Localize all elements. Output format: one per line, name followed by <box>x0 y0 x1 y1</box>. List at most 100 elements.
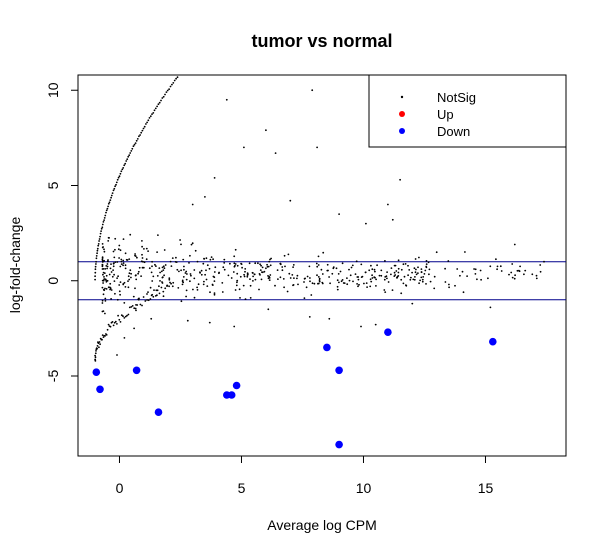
notsig-point <box>130 306 133 308</box>
notsig-point <box>415 268 417 271</box>
notsig-point <box>142 127 145 130</box>
notsig-point <box>282 278 285 280</box>
notsig-point <box>120 314 123 317</box>
notsig-point <box>421 278 424 281</box>
notsig-point <box>134 253 137 255</box>
notsig-point <box>107 240 110 242</box>
notsig-point <box>543 260 545 263</box>
notsig-point <box>523 273 525 276</box>
notsig-point <box>112 189 115 192</box>
notsig-point <box>407 264 409 267</box>
notsig-point <box>118 175 121 178</box>
notsig-point <box>94 275 96 278</box>
notsig-point <box>279 262 282 265</box>
notsig-point <box>96 347 98 350</box>
notsig-point <box>480 278 482 281</box>
notsig-point <box>500 270 503 272</box>
notsig-point <box>422 276 425 278</box>
notsig-point <box>172 281 175 284</box>
notsig-point <box>466 275 468 277</box>
notsig-point <box>115 181 118 184</box>
notsig-point <box>151 260 154 263</box>
notsig-point <box>258 288 260 291</box>
notsig-point <box>142 266 145 269</box>
notsig-point <box>156 105 159 108</box>
notsig-point <box>176 268 179 271</box>
notsig-point <box>210 256 213 258</box>
notsig-point <box>358 283 360 286</box>
notsig-point <box>185 278 188 281</box>
notsig-point <box>369 285 372 288</box>
notsig-point <box>124 162 127 165</box>
notsig-point <box>172 82 175 84</box>
x-axis-label: Average log CPM <box>267 517 376 533</box>
notsig-point <box>370 280 373 283</box>
notsig-point <box>143 248 145 250</box>
notsig-point <box>98 238 101 240</box>
notsig-point <box>181 279 184 282</box>
notsig-point <box>164 264 167 266</box>
notsig-point <box>218 272 220 275</box>
notsig-point <box>105 274 108 277</box>
notsig-point <box>305 286 308 289</box>
notsig-point <box>276 269 279 271</box>
notsig-point <box>248 262 251 265</box>
notsig-point <box>336 285 339 288</box>
notsig-point <box>461 270 464 273</box>
notsig-point <box>357 285 359 288</box>
notsig-point <box>408 269 411 271</box>
notsig-point <box>386 277 388 280</box>
notsig-point <box>202 283 205 286</box>
notsig-point <box>103 250 106 253</box>
notsig-point <box>234 289 237 291</box>
notsig-point <box>239 297 241 299</box>
notsig-point <box>257 262 259 265</box>
notsig-point <box>99 232 102 235</box>
down-point <box>384 328 392 337</box>
notsig-point <box>206 264 209 267</box>
notsig-point <box>269 264 272 267</box>
notsig-point <box>147 119 150 122</box>
legend-marker-down <box>399 128 405 134</box>
notsig-point <box>102 221 105 223</box>
notsig-point <box>396 276 398 279</box>
notsig-point <box>109 287 112 290</box>
notsig-point <box>364 271 367 274</box>
notsig-point <box>134 287 136 290</box>
notsig-point <box>147 291 149 293</box>
notsig-point <box>352 280 354 283</box>
notsig-point <box>279 276 282 279</box>
notsig-point <box>105 280 108 283</box>
notsig-point <box>112 269 114 271</box>
notsig-point <box>390 267 393 269</box>
notsig-point <box>138 135 140 138</box>
down-points <box>92 328 497 449</box>
notsig-point <box>166 285 168 287</box>
notsig-point <box>386 271 388 273</box>
notsig-point <box>182 258 185 261</box>
notsig-point <box>508 273 510 276</box>
notsig-point <box>108 237 110 239</box>
notsig-point <box>141 253 143 256</box>
notsig-point <box>433 287 436 290</box>
notsig-point <box>151 265 153 268</box>
notsig-point <box>151 113 153 115</box>
notsig-point <box>186 273 188 275</box>
notsig-point <box>105 209 108 212</box>
notsig-point <box>332 267 335 270</box>
notsig-point <box>356 276 359 278</box>
notsig-point <box>144 300 147 302</box>
notsig-point <box>133 327 136 330</box>
notsig-point <box>161 276 164 278</box>
notsig-point <box>400 278 403 281</box>
notsig-point <box>317 276 320 278</box>
notsig-point <box>107 286 110 289</box>
notsig-point <box>104 214 107 217</box>
threshold-lines <box>78 261 566 301</box>
notsig-point <box>100 227 103 230</box>
notsig-point <box>160 270 163 273</box>
down-point <box>232 381 241 390</box>
notsig-point <box>101 338 103 341</box>
notsig-point <box>191 203 194 206</box>
notsig-point <box>196 289 199 291</box>
